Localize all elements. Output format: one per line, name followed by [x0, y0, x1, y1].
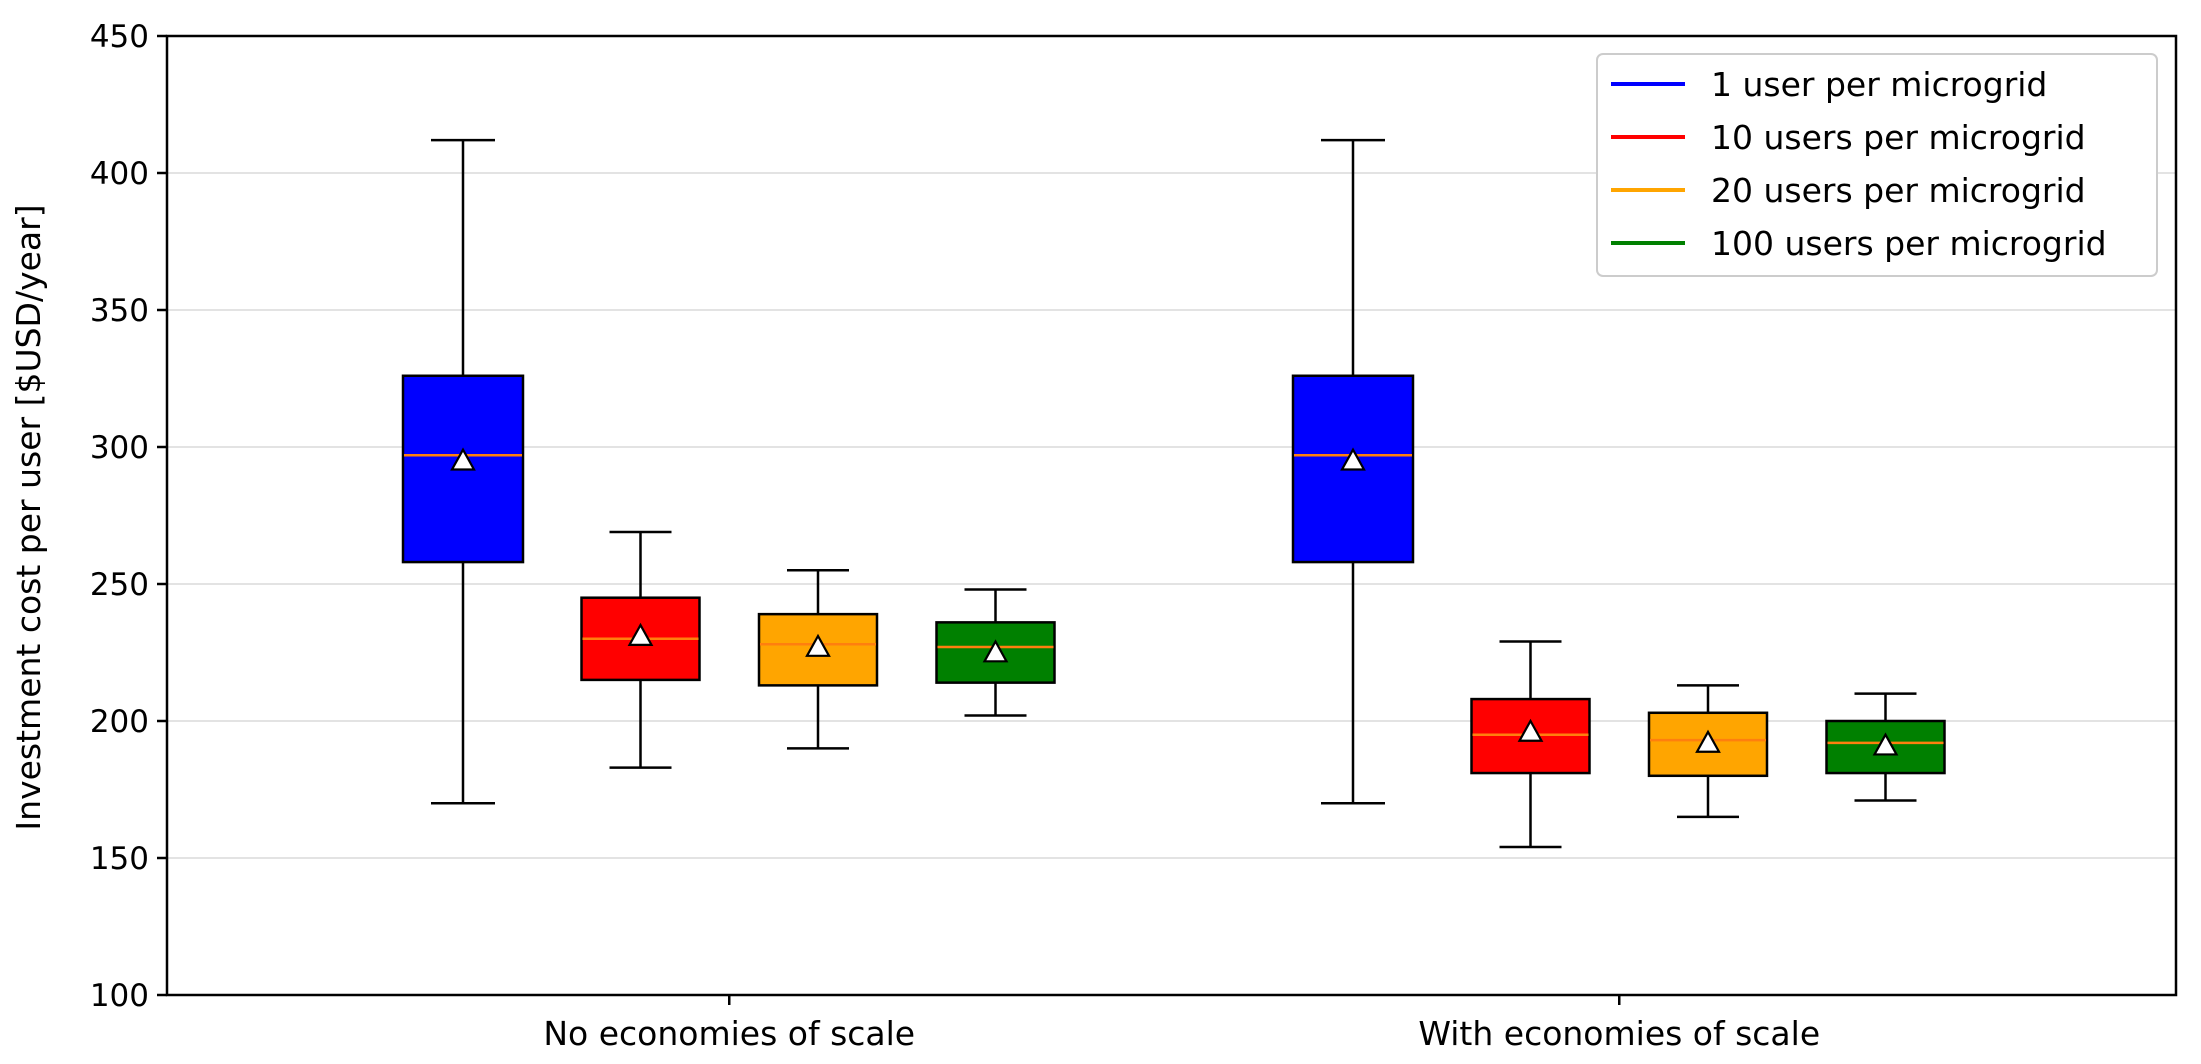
mean-marker: [982, 639, 1009, 663]
mean-marker: [627, 622, 654, 646]
y-tick-label: 200: [90, 704, 149, 740]
box-20-users-per-microgrid-1: [757, 569, 879, 750]
legend-box: [1596, 53, 2158, 277]
y-tick-label: 150: [90, 841, 149, 877]
box: [1291, 374, 1415, 564]
box-100-users-per-microgrid-1: [935, 588, 1056, 717]
box-10-users-per-microgrid-1: [580, 530, 701, 769]
box-20-users-per-microgrid-2: [1647, 684, 1769, 819]
legend-label: 20 users per microgrid: [1711, 171, 2086, 210]
mean-marker: [1517, 718, 1544, 742]
legend-label: 100 users per microgrid: [1711, 224, 2107, 263]
legend-label: 10 users per microgrid: [1711, 118, 2086, 157]
y-tick-label: 100: [90, 978, 149, 1014]
box-series: [401, 138, 1946, 849]
box: [1470, 697, 1591, 775]
box-1-user-per-microgrid-1: [401, 138, 525, 805]
mean-marker: [1695, 729, 1721, 753]
y-tick-label: 250: [90, 567, 149, 603]
plot-frame: [165, 34, 2178, 997]
box-1-user-per-microgrid-2: [1291, 138, 1415, 805]
y-axis: 100 150 200 250 300 350 400 450: [90, 19, 167, 1014]
mean-marker: [1340, 447, 1366, 471]
y-tick-label: 400: [90, 156, 149, 192]
legend-label: 1 user per microgrid: [1711, 65, 2047, 104]
y-tick-label: 350: [90, 293, 149, 329]
mean-marker: [450, 447, 476, 471]
y-axis-label: Investment cost per user [$USD/year]: [9, 204, 48, 830]
box-100-users-per-microgrid-2: [1825, 692, 1946, 802]
x-category-label: No economies of scale: [543, 1014, 915, 1053]
box: [757, 612, 879, 687]
mean-marker: [805, 633, 831, 657]
box: [1647, 711, 1769, 778]
legend: 1 user per microgrid 10 users per microgr…: [1596, 53, 2158, 277]
x-axis: No economies of scale With economies of s…: [543, 995, 1820, 1053]
y-tick-label: 450: [90, 19, 149, 55]
mean-marker: [1872, 732, 1899, 756]
x-category-label: With economies of scale: [1418, 1014, 1820, 1053]
y-tick-label: 300: [90, 430, 149, 466]
box-10-users-per-microgrid-2: [1470, 640, 1591, 849]
